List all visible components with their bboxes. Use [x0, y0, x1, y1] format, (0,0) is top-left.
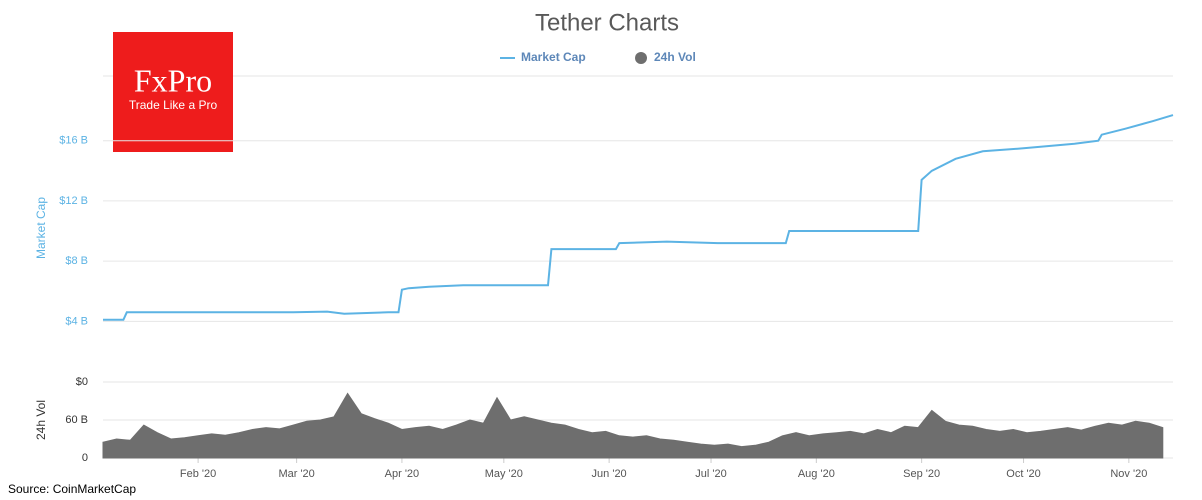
- x-tick-label: May '20: [485, 468, 523, 480]
- logo: FxPro Trade Like a Pro: [113, 32, 233, 152]
- x-tick-label: Jul '20: [695, 468, 726, 480]
- y-tick-label: $16 B: [59, 135, 88, 147]
- y-tick-label: 0: [82, 452, 88, 464]
- logo-tagline: Trade Like a Pro: [129, 98, 218, 112]
- x-tick-label: Oct '20: [1006, 468, 1041, 480]
- area: [102, 392, 1164, 459]
- y-tick-label: $0: [76, 376, 88, 388]
- logo-name: FxPro: [134, 62, 212, 98]
- x-tick-label: Sep '20: [903, 468, 940, 480]
- x-tick-label: Jun '20: [592, 468, 627, 480]
- legend-label[interactable]: 24h Vol: [654, 50, 696, 64]
- y-tick-label: $8 B: [65, 255, 88, 267]
- y-tick-label: $12 B: [59, 195, 88, 207]
- source: Source: CoinMarketCap: [8, 482, 136, 496]
- y-tick-label: 60 B: [65, 414, 88, 426]
- x-tick-label: Mar '20: [278, 468, 314, 480]
- logo-box: [113, 32, 233, 152]
- y-axis-label: 24h Vol: [34, 400, 48, 440]
- x-tick-label: Aug '20: [798, 468, 835, 480]
- legend: Market Cap 24h Vol: [500, 50, 696, 64]
- x-tick-label: Apr '20: [385, 468, 420, 480]
- chart-title: Tether Charts: [535, 9, 679, 36]
- x-tick-label: Nov '20: [1110, 468, 1147, 480]
- legend-label[interactable]: Market Cap: [521, 50, 586, 64]
- x-tick-label: Feb '20: [180, 468, 216, 480]
- line: [103, 114, 1174, 321]
- legend-icon: [635, 52, 647, 64]
- y-axis-label: Market Cap: [34, 197, 48, 259]
- y-tick-label: $4 B: [65, 315, 88, 327]
